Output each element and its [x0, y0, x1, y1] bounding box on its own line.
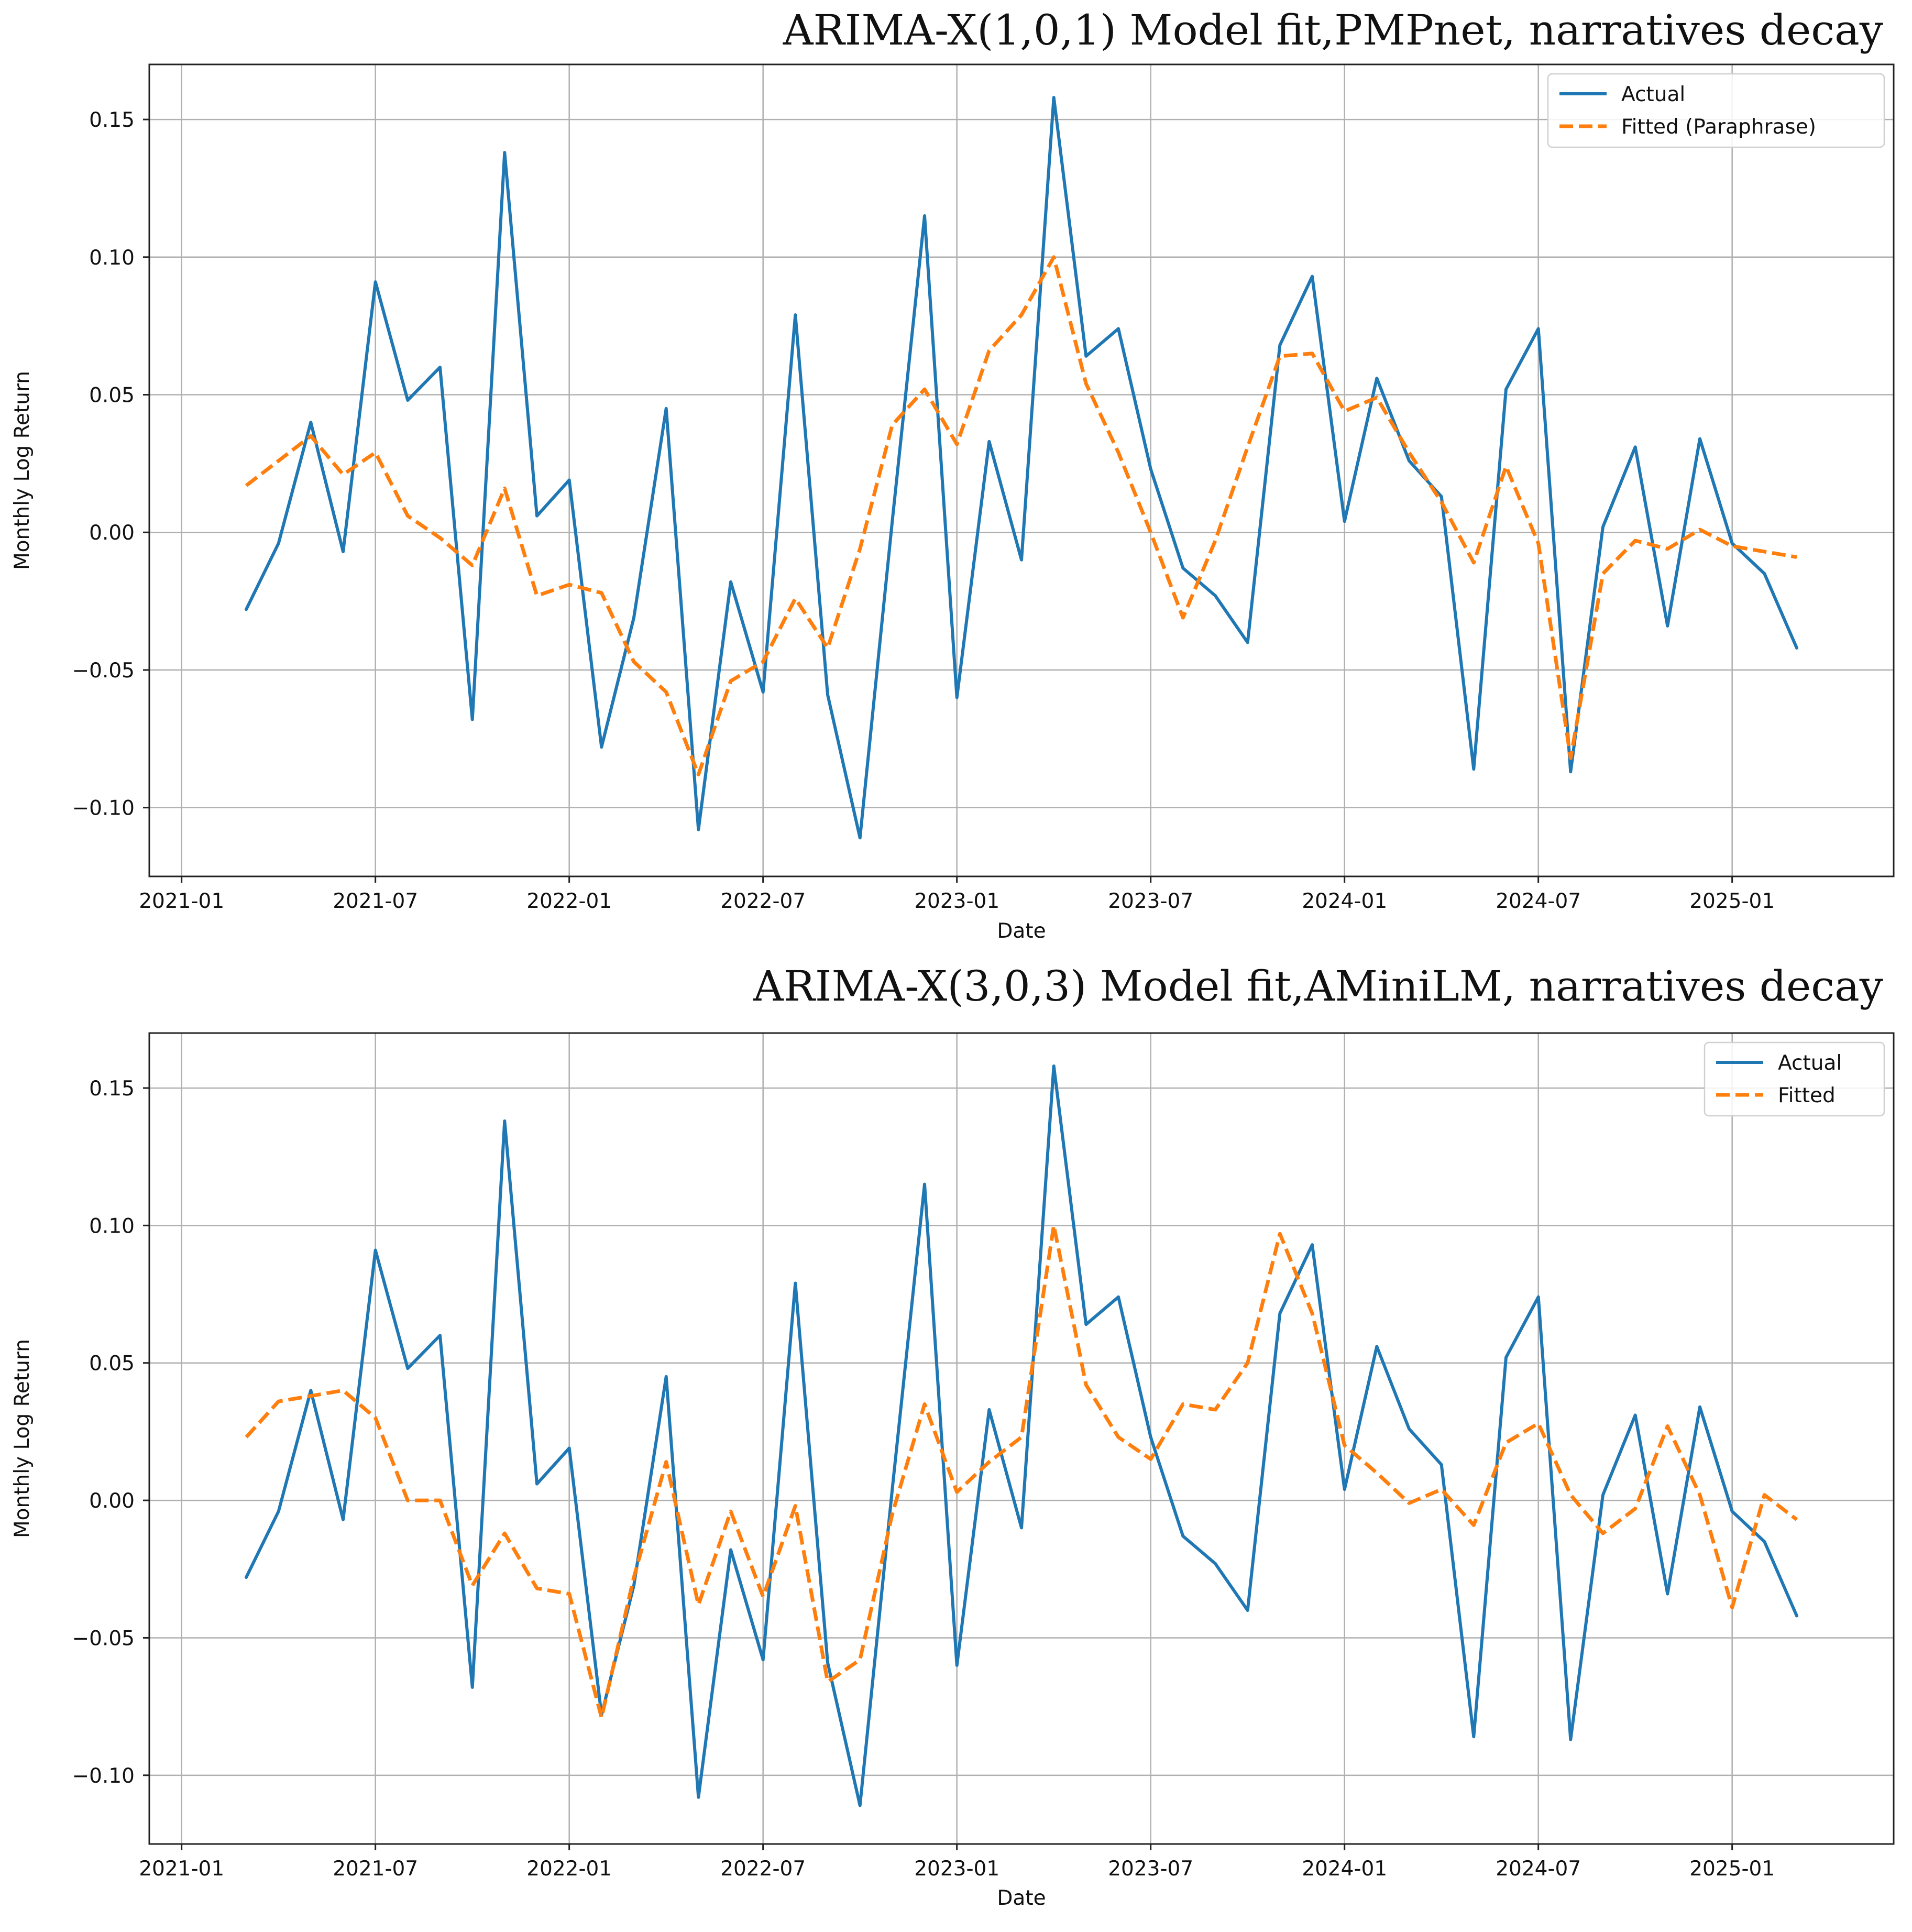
actual-series-line	[245, 1064, 1798, 1807]
x-tick-label: 2022-07	[720, 890, 806, 913]
x-tick-label: 2024-01	[1302, 1857, 1387, 1881]
x-tick-label: 2021-07	[333, 890, 418, 913]
axes-frame	[148, 63, 1895, 877]
x-tick-label: 2024-01	[1302, 890, 1387, 913]
legend-fitted-label: Fitted	[1778, 1084, 1836, 1107]
x-tick-label: 2021-01	[139, 1857, 224, 1881]
y-tick-label: −0.10	[72, 1764, 135, 1788]
legend-actual-label: Actual	[1621, 83, 1685, 106]
x-tick-label: 2022-07	[720, 1857, 806, 1881]
y-tick-label: 0.00	[89, 1489, 135, 1513]
x-tick-label: 2023-01	[914, 1857, 999, 1881]
x-tick-label: 2024-07	[1496, 1857, 1581, 1881]
x-axis-label: Date	[997, 919, 1046, 943]
x-tick-label: 2021-07	[333, 1857, 418, 1881]
chart-panel-2: ARIMA-X(3,0,3) Model fit,AMiniLM, narrat…	[10, 962, 1895, 1910]
x-axis-label: Date	[997, 1886, 1046, 1910]
y-tick-label: −0.05	[72, 1627, 135, 1650]
actual-series-line	[245, 96, 1798, 840]
y-tick-label: 0.05	[89, 1352, 135, 1376]
legend-box	[1547, 73, 1885, 148]
y-tick-label: 0.00	[89, 521, 135, 545]
legend: Actual Fitted (Paraphrase)	[1547, 73, 1885, 148]
fitted-series-line	[245, 255, 1797, 777]
x-tick-label: 2023-07	[1108, 1857, 1193, 1881]
chart-panel-1: ARIMA-X(1,0,1) Model fit,PMPnet, narrati…	[10, 6, 1895, 943]
x-tick-label: 2023-07	[1108, 890, 1193, 913]
fitted-series-line	[245, 1223, 1798, 1720]
y-axis-label: Monthly Log Return	[10, 1339, 34, 1538]
chart-title: ARIMA-X(3,0,3) Model fit,AMiniLM, narrat…	[753, 962, 1883, 1011]
y-tick-label: −0.05	[72, 659, 135, 683]
y-tick-label: 0.10	[89, 1214, 135, 1238]
y-tick-label: −0.10	[72, 797, 135, 820]
x-tick-label: 2023-01	[914, 890, 999, 913]
x-tick-label: 2021-01	[139, 890, 224, 913]
y-tick-label: 0.15	[89, 1077, 135, 1101]
x-tick-label: 2022-01	[526, 1857, 612, 1881]
x-tick-label: 2025-01	[1689, 890, 1775, 913]
legend-actual-label: Actual	[1778, 1051, 1842, 1075]
x-tick-label: 2025-01	[1689, 1857, 1775, 1881]
legend-fitted-label: Fitted (Paraphrase)	[1621, 115, 1816, 139]
x-tick-label: 2022-01	[526, 890, 612, 913]
y-tick-label: 0.15	[89, 108, 135, 132]
y-axis-label: Monthly Log Return	[10, 371, 34, 570]
y-tick-label: 0.10	[89, 246, 135, 270]
axes-frame	[148, 1032, 1895, 1845]
chart-title: ARIMA-X(1,0,1) Model fit,PMPnet, narrati…	[783, 6, 1883, 54]
x-tick-label: 2024-07	[1496, 890, 1581, 913]
y-tick-label: 0.05	[89, 384, 135, 408]
legend: Actual Fitted	[1704, 1041, 1885, 1117]
